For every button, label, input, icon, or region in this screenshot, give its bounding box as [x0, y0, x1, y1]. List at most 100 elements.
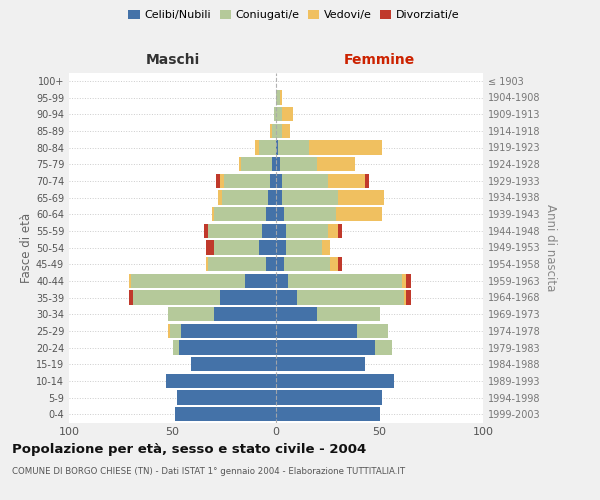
Bar [406, 290, 410, 304]
Bar [270, 124, 272, 138]
Bar [131, 274, 245, 288]
Bar [218, 190, 222, 204]
Bar [284, 207, 336, 221]
Bar [276, 174, 282, 188]
Bar [276, 390, 382, 404]
Bar [402, 274, 406, 288]
Bar [280, 90, 282, 104]
Bar [286, 240, 322, 254]
Bar [206, 240, 214, 254]
Bar [328, 224, 338, 238]
Bar [278, 140, 309, 154]
Bar [191, 357, 276, 371]
Bar [173, 340, 179, 354]
Bar [276, 407, 380, 421]
Bar [309, 140, 382, 154]
Bar [256, 140, 259, 154]
Bar [129, 274, 131, 288]
Bar [280, 157, 317, 171]
Bar [322, 240, 330, 254]
Bar [357, 324, 388, 338]
Bar [276, 140, 278, 154]
Text: Popolazione per età, sesso e stato civile - 2004: Popolazione per età, sesso e stato civil… [12, 442, 366, 456]
Bar [276, 307, 317, 322]
Bar [262, 224, 276, 238]
Bar [286, 224, 328, 238]
Bar [404, 290, 406, 304]
Bar [245, 274, 276, 288]
Bar [181, 324, 276, 338]
Bar [169, 324, 170, 338]
Bar [276, 207, 284, 221]
Bar [206, 257, 208, 271]
Bar [282, 124, 290, 138]
Text: COMUNE DI BORGO CHIESE (TN) - Dati ISTAT 1° gennaio 2004 - Elaborazione TUTTITAL: COMUNE DI BORGO CHIESE (TN) - Dati ISTAT… [12, 468, 405, 476]
Bar [276, 374, 394, 388]
Bar [284, 257, 330, 271]
Bar [272, 157, 276, 171]
Bar [276, 157, 280, 171]
Bar [129, 290, 133, 304]
Bar [239, 157, 241, 171]
Bar [208, 224, 262, 238]
Bar [268, 190, 276, 204]
Bar [176, 390, 276, 404]
Bar [338, 257, 342, 271]
Bar [214, 207, 266, 221]
Bar [282, 174, 328, 188]
Bar [133, 290, 220, 304]
Bar [276, 290, 296, 304]
Legend: Celibi/Nubili, Coniugati/e, Vedovi/e, Divorziati/e: Celibi/Nubili, Coniugati/e, Vedovi/e, Di… [124, 6, 464, 25]
Bar [274, 107, 276, 121]
Bar [276, 324, 357, 338]
Bar [208, 257, 266, 271]
Bar [406, 274, 410, 288]
Bar [166, 374, 276, 388]
Bar [276, 357, 365, 371]
Bar [328, 174, 365, 188]
Bar [224, 174, 270, 188]
Bar [179, 340, 276, 354]
Bar [220, 174, 224, 188]
Bar [276, 274, 289, 288]
Bar [317, 307, 380, 322]
Bar [317, 157, 355, 171]
Bar [222, 190, 268, 204]
Bar [282, 190, 338, 204]
Bar [259, 240, 276, 254]
Bar [241, 157, 272, 171]
Bar [169, 307, 214, 322]
Bar [270, 174, 276, 188]
Bar [338, 190, 383, 204]
Bar [336, 207, 382, 221]
Bar [212, 207, 214, 221]
Bar [272, 124, 276, 138]
Bar [289, 274, 402, 288]
Bar [338, 224, 342, 238]
Bar [330, 257, 338, 271]
Bar [216, 174, 220, 188]
Text: Maschi: Maschi [145, 54, 200, 68]
Bar [266, 207, 276, 221]
Bar [170, 324, 181, 338]
Bar [365, 174, 369, 188]
Bar [276, 107, 282, 121]
Bar [276, 257, 284, 271]
Bar [203, 224, 208, 238]
Bar [276, 240, 286, 254]
Y-axis label: Fasce di età: Fasce di età [20, 212, 33, 282]
Text: Femmine: Femmine [344, 54, 415, 68]
Y-axis label: Anni di nascita: Anni di nascita [544, 204, 557, 291]
Bar [214, 307, 276, 322]
Bar [276, 340, 376, 354]
Bar [276, 224, 286, 238]
Bar [259, 140, 276, 154]
Bar [175, 407, 276, 421]
Bar [282, 107, 293, 121]
Bar [220, 290, 276, 304]
Bar [376, 340, 392, 354]
Bar [276, 124, 282, 138]
Bar [266, 257, 276, 271]
Bar [296, 290, 404, 304]
Bar [276, 190, 282, 204]
